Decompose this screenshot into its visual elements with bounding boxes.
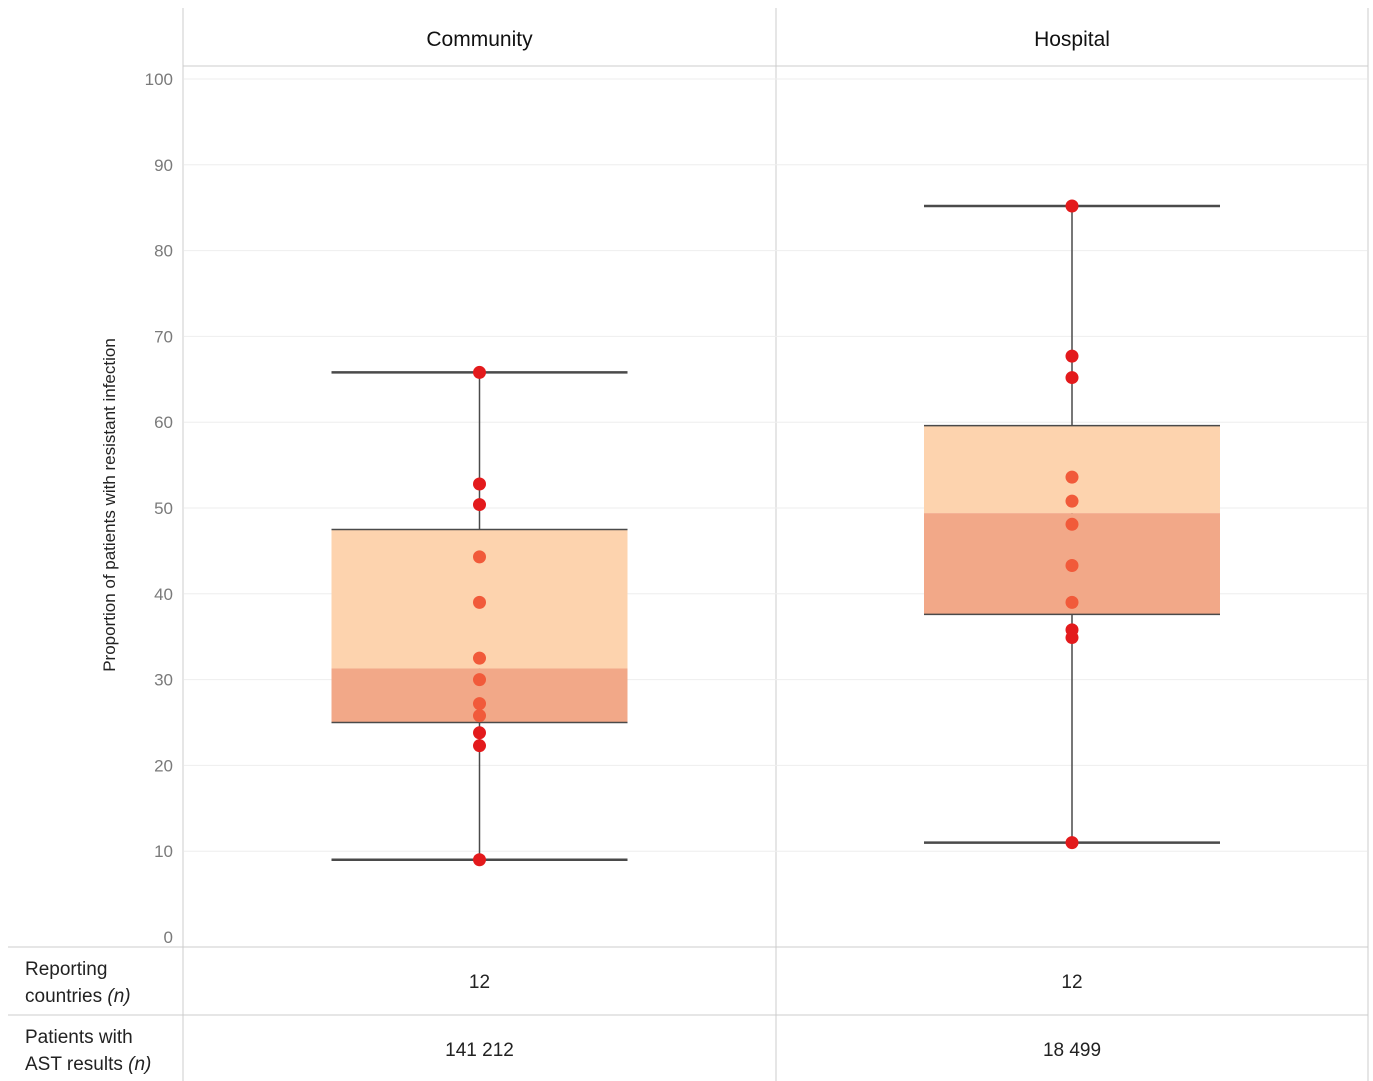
panel-title: Hospital [1034,28,1110,51]
panel-community: Community [331,28,628,867]
footer-row-label-suffix: (n) [107,986,130,1007]
data-point [473,651,486,665]
footer-row-label-text: AST results [25,1054,128,1075]
y-tick-label: 40 [154,585,173,604]
y-axis-label: Proportion of patients with resistant in… [100,338,119,672]
footer-value: 141 212 [445,1040,514,1061]
footer-row-label-line1: Patients with [25,1027,133,1048]
data-point [473,697,486,711]
data-point [1065,494,1079,508]
footer-row-label-line1: Reporting [25,959,107,980]
data-point [1065,349,1079,363]
footer-row-label-suffix: (n) [128,1054,151,1075]
data-point [473,726,486,740]
y-tick-label: 80 [154,242,173,261]
y-tick-label: 60 [154,413,173,432]
y-tick-label: 0 [164,928,173,947]
data-point [1065,470,1079,484]
footer-value: 18 499 [1043,1040,1101,1061]
data-point [473,709,486,723]
data-point [473,550,486,564]
y-tick-label: 100 [145,70,173,89]
y-tick-label: 50 [154,499,173,518]
panel-hospital: Hospital [924,28,1220,850]
footer-row-label-text: countries [25,986,107,1007]
footer-table: Reporting countries (n) 12 12 Patients with A… [25,959,1101,1075]
footer-row: Patients with AST results (n) 141 212 18 49… [25,1027,1101,1075]
data-point [473,477,486,491]
data-point [473,498,486,512]
data-point [473,853,486,867]
chart-frame [8,8,1369,1081]
panel-title: Community [426,28,533,51]
data-point [1065,631,1079,645]
data-point [1065,595,1079,609]
data-point [473,365,486,379]
data-point [473,673,486,687]
data-point [1065,517,1079,531]
y-tick-labels: 0 10 20 30 40 50 60 70 80 90 100 [145,70,173,947]
footer-row-label-line2: countries (n) [25,986,131,1007]
y-tick-label: 20 [154,756,173,775]
y-tick-label: 30 [154,671,173,690]
panels: Community Hospital [331,28,1220,867]
y-tick-label: 10 [154,842,173,861]
footer-value: 12 [469,972,490,993]
footer-row: Reporting countries (n) 12 12 [25,959,1083,1007]
y-tick-label: 70 [154,327,173,346]
data-point [1065,558,1079,572]
y-tick-label: 90 [154,156,173,175]
data-point [1065,371,1079,385]
data-point [1065,199,1079,213]
data-point [473,595,486,609]
data-point [1065,836,1079,850]
footer-value: 12 [1061,972,1082,993]
data-point [473,739,486,753]
footer-row-label-line2: AST results (n) [25,1054,151,1075]
